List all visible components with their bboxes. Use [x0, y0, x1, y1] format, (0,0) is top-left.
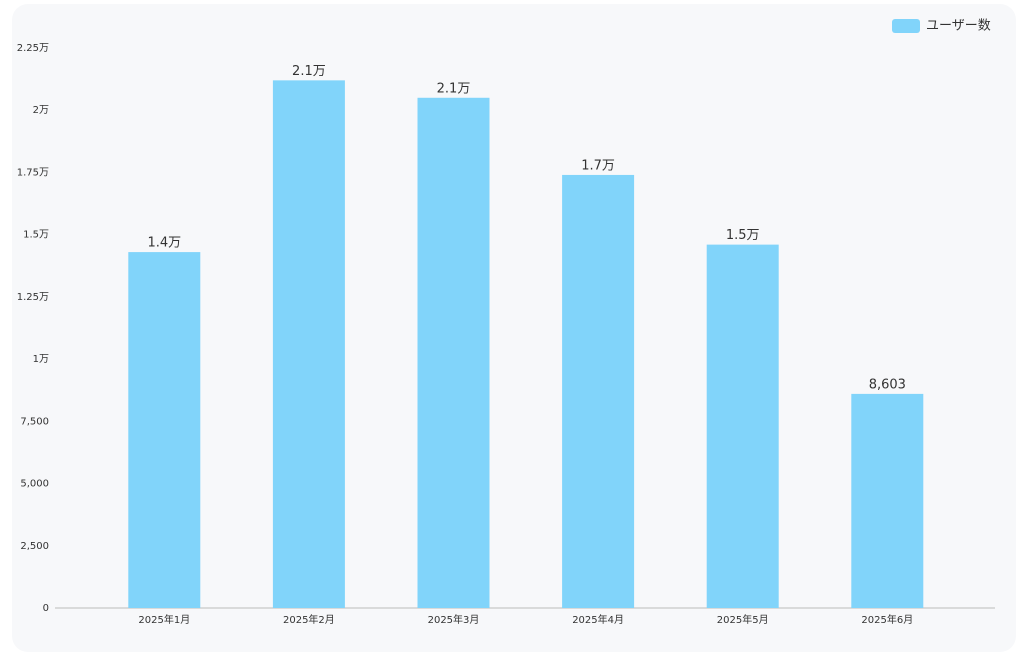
value-label: 2.1万: [437, 81, 471, 96]
bar: [128, 252, 201, 609]
value-label: 1.4万: [147, 236, 181, 251]
bar: [562, 174, 635, 608]
y-tick-label: 5,000: [20, 479, 49, 490]
y-tick-label: 7,500: [20, 416, 49, 427]
x-tick-label: 2025年1月: [138, 613, 190, 626]
bar: [706, 244, 779, 608]
y-tick-label: 2万: [33, 105, 49, 116]
legend-label: ユーザー数: [926, 19, 991, 34]
value-label: 2.1万: [292, 64, 326, 79]
value-label: 8,603: [869, 377, 906, 392]
y-tick-label: 0: [43, 603, 49, 614]
x-tick-label: 2025年6月: [861, 613, 913, 626]
x-tick-label: 2025年5月: [717, 613, 769, 626]
value-label: 1.5万: [726, 228, 760, 243]
value-label: 1.7万: [581, 158, 615, 173]
x-tick-label: 2025年3月: [428, 613, 480, 626]
x-tick-label: 2025年2月: [283, 613, 335, 626]
y-tick-label: 1万: [33, 354, 49, 365]
legend-swatch: [892, 19, 920, 33]
bar: [851, 393, 924, 608]
bar: [417, 97, 490, 609]
y-tick-label: 1.5万: [23, 230, 49, 241]
y-tick-label: 2,500: [20, 541, 49, 552]
y-tick-label: 2.25万: [17, 43, 49, 54]
y-tick-label: 1.25万: [17, 292, 49, 303]
bar: [272, 80, 345, 609]
x-tick-label: 2025年4月: [572, 613, 624, 626]
y-tick-label: 1.75万: [17, 167, 49, 178]
